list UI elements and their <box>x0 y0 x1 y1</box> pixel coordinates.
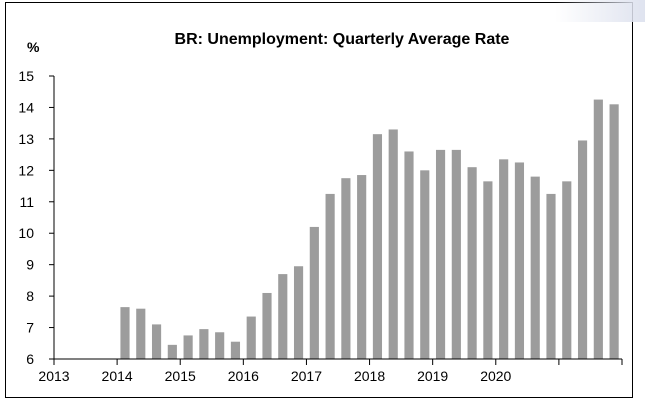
y-tick-label: 7 <box>26 320 34 336</box>
bar <box>593 99 603 359</box>
bar <box>309 226 319 359</box>
bar <box>151 324 162 359</box>
y-tick-label: 10 <box>18 225 34 241</box>
bar <box>246 316 256 359</box>
bar <box>483 181 493 359</box>
bar-series <box>120 99 619 359</box>
chart-frame <box>5 2 633 398</box>
bar <box>530 176 540 359</box>
x-tick-label: 2020 <box>480 368 511 384</box>
chart-title: BR: Unemployment: Quarterly Average Rate <box>175 31 510 48</box>
bar <box>609 104 619 359</box>
bar <box>562 181 572 359</box>
bar <box>357 175 367 359</box>
bar <box>499 159 509 359</box>
bar <box>435 149 446 359</box>
y-tick-label: 8 <box>26 288 34 304</box>
x-tick-label: 2019 <box>417 368 448 384</box>
y-tick-label: 14 <box>18 99 34 115</box>
bar <box>136 308 146 359</box>
bar <box>467 167 477 359</box>
bar <box>372 134 383 359</box>
corner-decoration <box>555 0 645 22</box>
y-tick-label: 13 <box>18 131 34 147</box>
bar <box>546 193 556 359</box>
x-tick-label: 2015 <box>165 368 196 384</box>
y-tick-label: 15 <box>18 68 34 84</box>
y-tick-label: 6 <box>26 351 34 367</box>
x-tick-label: 2014 <box>102 368 133 384</box>
y-axis-unit-label: % <box>27 39 40 55</box>
bar <box>167 344 177 359</box>
bar <box>404 151 414 359</box>
bar <box>388 129 398 359</box>
y-axis: 6 7 8 9 10 11 12 13 14 15 <box>18 68 55 367</box>
bar <box>451 149 461 359</box>
x-tick-label: 2013 <box>38 368 69 384</box>
bar <box>278 274 288 359</box>
bar <box>341 178 351 359</box>
y-tick-label: 9 <box>26 257 34 273</box>
bar <box>183 335 193 359</box>
bar <box>293 266 304 359</box>
bar <box>215 332 225 359</box>
bar <box>420 170 430 359</box>
x-tick-label: 2018 <box>354 368 385 384</box>
bar <box>514 162 525 359</box>
bar <box>120 307 130 359</box>
x-tick-label: 2017 <box>291 368 322 384</box>
bar <box>199 329 209 359</box>
x-axis: 2013 2014 2015 2016 2017 2018 2019 2020 <box>38 358 623 384</box>
y-tick-label: 12 <box>18 162 34 178</box>
bar <box>262 292 272 359</box>
y-tick-label: 11 <box>19 194 34 210</box>
x-tick-label: 2016 <box>228 368 259 384</box>
bar <box>577 140 588 359</box>
bar <box>325 193 335 359</box>
bar <box>230 341 241 359</box>
